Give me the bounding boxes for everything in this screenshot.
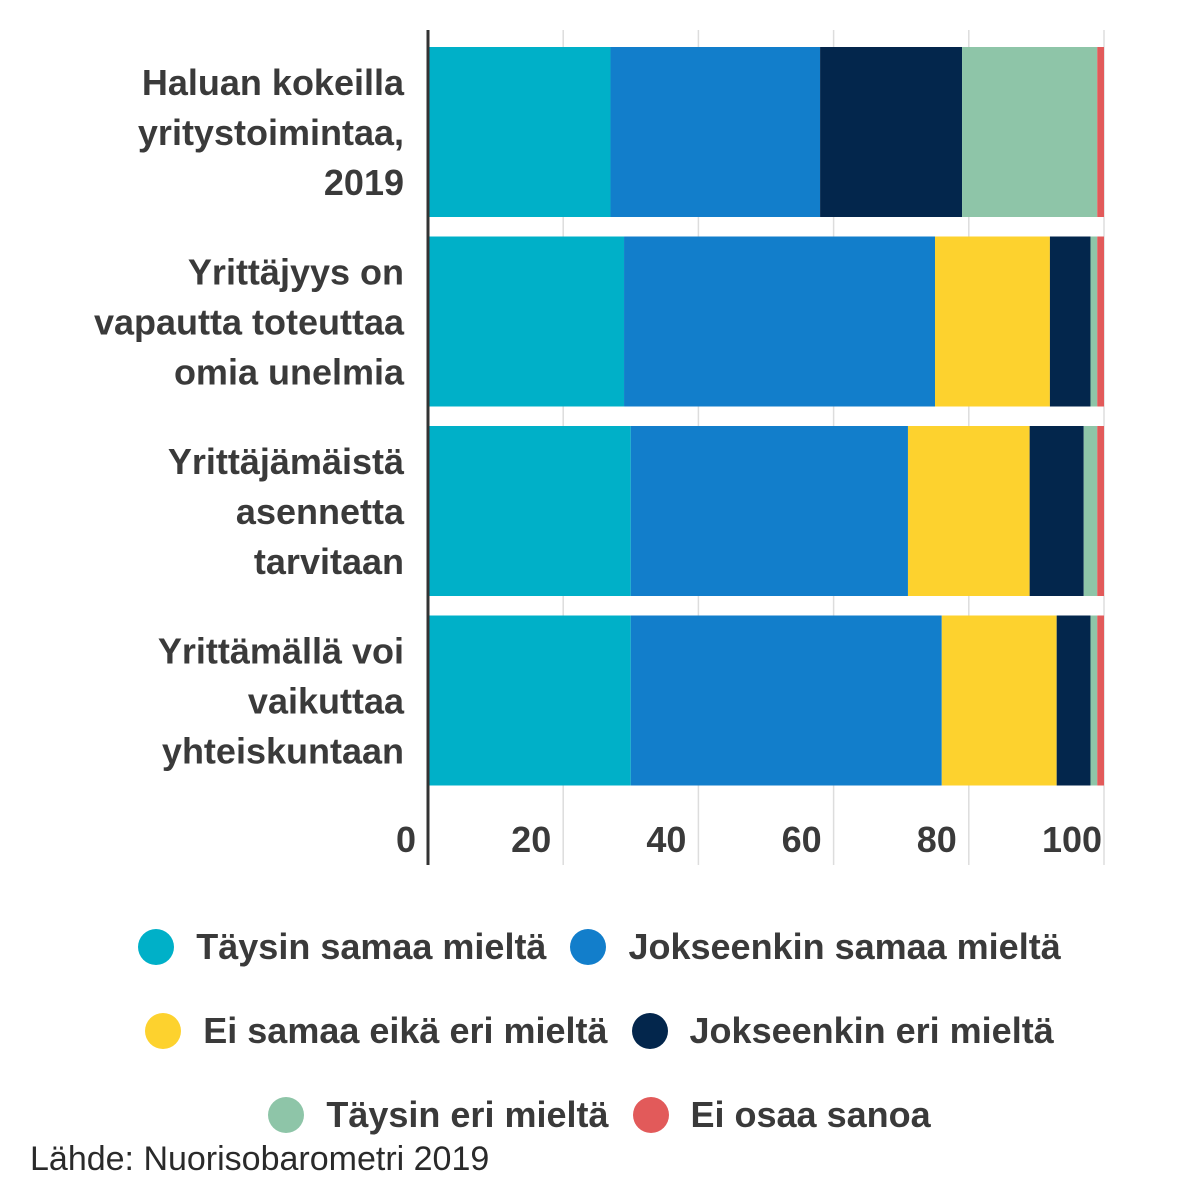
legend-label: Ei osaa sanoa — [690, 1094, 931, 1135]
bar-segment — [1097, 236, 1104, 407]
bar-segment — [624, 236, 935, 407]
x-tick-label: 0 — [396, 819, 416, 860]
category-label: Yrittäjyys on — [188, 252, 404, 293]
category-label: omia unelmia — [174, 352, 405, 393]
x-tick-label: 20 — [511, 819, 551, 860]
legend-row: Täysin eri mieltä Ei osaa sanoa — [0, 1073, 1199, 1157]
category-label: yritystoimintaa, — [138, 112, 404, 153]
bar-segment — [428, 426, 631, 596]
legend: Täysin samaa mieltä Jokseenkin samaa miel… — [0, 905, 1199, 1157]
bar-segment — [1097, 47, 1104, 217]
legend-row: Ei samaa eikä eri mieltä Jokseenkin eri m… — [0, 989, 1199, 1073]
legend-item: Jokseenkin samaa mieltä — [570, 926, 1061, 968]
legend-row: Täysin samaa mieltä Jokseenkin samaa miel… — [0, 905, 1199, 989]
legend-swatch — [632, 1097, 669, 1133]
category-label: tarvitaan — [254, 541, 404, 582]
legend-label: Täysin samaa mieltä — [196, 926, 547, 967]
legend-swatch — [570, 929, 607, 965]
category-label: yhteiskuntaan — [162, 731, 404, 772]
legend-label: Jokseenkin samaa mieltä — [628, 926, 1061, 967]
bar-segment — [1097, 615, 1104, 786]
bar-segment — [962, 47, 1098, 217]
legend-label: Täysin eri mieltä — [326, 1094, 609, 1135]
category-label: vaikuttaa — [248, 681, 405, 722]
category-label: asennetta — [236, 491, 405, 532]
bar-segment — [610, 47, 821, 217]
x-tick-label: 80 — [917, 819, 957, 860]
bar-segment — [1049, 236, 1091, 407]
legend-item: Täysin eri mieltä — [268, 1094, 609, 1136]
legend-swatch — [138, 929, 175, 965]
bar-segment — [935, 236, 1050, 407]
category-label: vapautta toteuttaa — [94, 302, 405, 343]
bar-segment — [428, 615, 631, 786]
x-tick-label: 100 — [1042, 819, 1102, 860]
bar-segment — [820, 47, 963, 217]
bar-segment — [941, 615, 1057, 786]
category-label: Haluan kokeilla — [142, 62, 405, 103]
bar-segment — [1090, 615, 1098, 786]
bar-segment — [1083, 426, 1098, 596]
bar-segment — [1029, 426, 1084, 596]
legend-label: Jokseenkin eri mieltä — [689, 1010, 1054, 1051]
bar-segment — [428, 47, 611, 217]
category-label: Yrittämällä voi — [158, 631, 404, 672]
category-label: Yrittäjämäistä — [168, 441, 405, 482]
legend-item: Täysin samaa mieltä — [138, 926, 546, 968]
bar-segment — [630, 426, 908, 596]
bar-segment — [1097, 426, 1104, 596]
legend-swatch — [145, 1013, 182, 1049]
source-note: Lähde: Nuorisobarometri 2019 — [30, 1140, 490, 1178]
legend-item: Jokseenkin eri mieltä — [631, 1010, 1054, 1052]
legend-swatch — [631, 1013, 668, 1049]
bar-segment — [428, 236, 625, 407]
category-label: 2019 — [324, 162, 404, 203]
legend-item: Ei samaa eikä eri mieltä — [145, 1010, 608, 1052]
bar-segment — [630, 615, 942, 786]
legend-swatch — [268, 1097, 305, 1133]
stacked-bar-chart: Haluan kokeilla yritystoimintaa, 2019 Yritt… — [94, 30, 1105, 865]
bar-segment — [1090, 236, 1098, 407]
x-tick-label: 60 — [782, 819, 822, 860]
bar-segment — [907, 426, 1030, 596]
x-tick-label: 40 — [646, 819, 686, 860]
legend-item: Ei osaa sanoa — [632, 1094, 931, 1136]
bar-segment — [1056, 615, 1091, 786]
legend-label: Ei samaa eikä eri mieltä — [203, 1010, 608, 1051]
